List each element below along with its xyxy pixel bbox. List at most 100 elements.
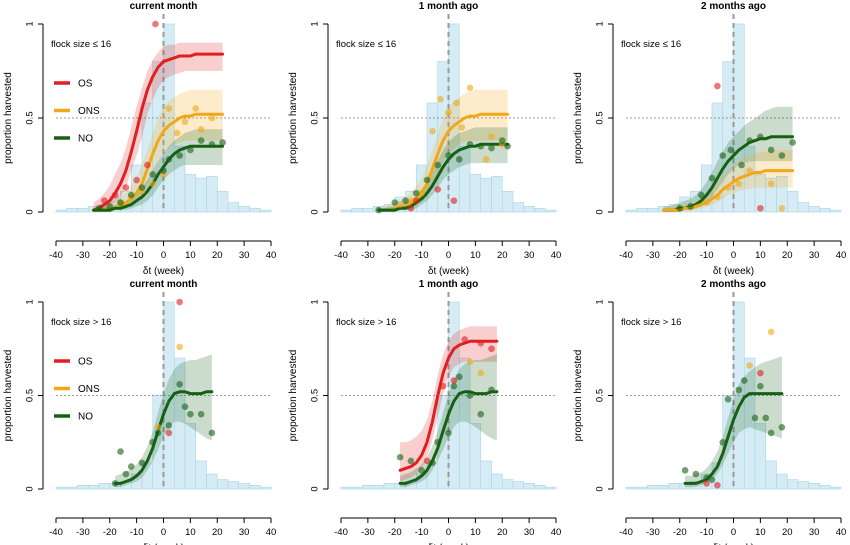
data-point-ons bbox=[407, 197, 415, 205]
data-point-no bbox=[176, 152, 183, 159]
data-point-no bbox=[412, 189, 420, 197]
histogram-bar bbox=[383, 483, 396, 490]
data-point-no bbox=[477, 142, 485, 150]
x-axis-label: δt (week) bbox=[143, 266, 184, 277]
data-point-no bbox=[488, 386, 495, 394]
y-axis-label: proportion harvested bbox=[3, 72, 14, 164]
data-point-no bbox=[757, 382, 764, 390]
data-point-ons bbox=[176, 343, 183, 351]
data-point-no bbox=[767, 146, 775, 154]
x-tick-label: 30 bbox=[809, 527, 820, 538]
y-axis-label: proportion harvested bbox=[288, 72, 299, 164]
histogram-bar bbox=[523, 206, 535, 213]
data-point-ons bbox=[466, 358, 474, 366]
y-tick-label: 0.5 bbox=[310, 111, 321, 124]
x-tick-label: 10 bbox=[470, 250, 481, 261]
data-point-os bbox=[757, 204, 764, 212]
data-point-os bbox=[152, 20, 159, 28]
data-point-ons bbox=[488, 133, 495, 141]
data-point-no bbox=[187, 146, 194, 154]
panel-title: 2 months ago bbox=[701, 1, 766, 12]
histogram-bar bbox=[819, 484, 831, 490]
data-point-no bbox=[676, 204, 684, 212]
x-tick-label: -10 bbox=[700, 527, 714, 538]
data-point-no bbox=[176, 380, 183, 388]
data-point-no bbox=[219, 139, 226, 146]
fit-line-no bbox=[683, 392, 784, 485]
histogram-bar bbox=[66, 207, 78, 213]
flock-size-annotation: flock size > 16 bbox=[336, 317, 396, 328]
data-point-no bbox=[138, 459, 146, 467]
x-tick-label: -40 bbox=[334, 250, 348, 261]
x-tick-label: -10 bbox=[415, 250, 429, 261]
legend: OS ONS NO bbox=[54, 357, 100, 423]
data-point-no bbox=[455, 373, 463, 381]
data-point-no bbox=[160, 167, 167, 174]
data-point-no bbox=[727, 146, 735, 154]
data-point-no bbox=[187, 410, 194, 418]
data-point-ons bbox=[724, 184, 732, 191]
histogram-bar bbox=[776, 473, 788, 490]
data-point-os bbox=[450, 197, 458, 205]
histogram-bar bbox=[797, 202, 810, 213]
y-tick-label: 0.5 bbox=[25, 389, 36, 402]
histogram-bar bbox=[657, 484, 670, 490]
data-point-ons bbox=[445, 109, 452, 116]
data-point-no bbox=[719, 438, 727, 446]
histogram-bar bbox=[469, 423, 482, 490]
histogram-bar bbox=[195, 177, 207, 213]
data-point-no bbox=[181, 403, 189, 411]
x-tick-label: 0 bbox=[731, 527, 736, 538]
legend-label-no: NO bbox=[78, 134, 93, 145]
data-point-no bbox=[127, 191, 135, 199]
x-tick-label: 20 bbox=[497, 527, 508, 538]
ci-band-ons bbox=[93, 89, 223, 212]
data-point-ons bbox=[482, 156, 490, 163]
data-point-no bbox=[165, 422, 173, 429]
panel-3: -40 -30 -20 -10 0 10 20 30 40 0 0.5 1 2 months ago δt… bbox=[573, 1, 846, 277]
x-axis-label: δt (week) bbox=[428, 266, 469, 277]
histogram-bar bbox=[55, 209, 68, 213]
data-point-ons bbox=[458, 124, 466, 131]
x-tick-label: -30 bbox=[646, 527, 660, 538]
data-point-no bbox=[751, 414, 759, 422]
x-axis-label: δt (week) bbox=[713, 543, 754, 545]
x-tick-label: 40 bbox=[551, 250, 562, 261]
x-tick-label: 10 bbox=[470, 527, 481, 538]
histogram-bar bbox=[195, 460, 207, 490]
data-point-ons bbox=[149, 180, 157, 188]
data-point-ons bbox=[197, 125, 205, 133]
data-point-no bbox=[208, 141, 216, 148]
histogram-bar bbox=[636, 207, 648, 213]
y-tick-label: 1 bbox=[595, 21, 606, 26]
panel-2: -40 -30 -20 -10 0 10 20 30 40 0 0.5 1 1 month ago δt … bbox=[288, 1, 561, 277]
histogram-bar bbox=[534, 207, 546, 213]
y-tick-label: 1 bbox=[25, 299, 36, 304]
x-tick-label: -30 bbox=[361, 527, 375, 538]
data-point-no bbox=[708, 174, 716, 182]
x-tick-label: 10 bbox=[185, 250, 196, 261]
legend-label-ons: ONS bbox=[78, 384, 100, 395]
x-axis-label: δt (week) bbox=[428, 543, 469, 545]
y-tick-label: 0 bbox=[310, 486, 321, 491]
y-axis-label: proportion harvested bbox=[288, 350, 299, 442]
data-point-os bbox=[714, 481, 721, 489]
panel-6: -40 -30 -20 -10 0 10 20 30 40 0 0.5 1 2 months ago δt… bbox=[573, 279, 846, 545]
histogram-bar bbox=[351, 207, 363, 213]
histogram-bar bbox=[829, 209, 842, 213]
histogram-bar bbox=[636, 486, 648, 490]
data-point-no bbox=[724, 395, 732, 403]
y-tick-label: 0 bbox=[25, 486, 36, 491]
data-point-os bbox=[434, 186, 442, 193]
data-point-no bbox=[122, 470, 130, 478]
histogram-bar bbox=[184, 423, 197, 490]
y-tick-label: 0.5 bbox=[595, 111, 606, 124]
data-point-os bbox=[133, 176, 140, 184]
y-tick-label: 1 bbox=[25, 21, 36, 26]
ci-band-ons bbox=[663, 150, 793, 212]
data-point-ons bbox=[165, 105, 173, 112]
y-tick-label: 0.5 bbox=[595, 389, 606, 402]
data-point-os bbox=[461, 336, 468, 343]
histogram-bar bbox=[206, 473, 218, 490]
histogram-bar bbox=[808, 206, 820, 213]
